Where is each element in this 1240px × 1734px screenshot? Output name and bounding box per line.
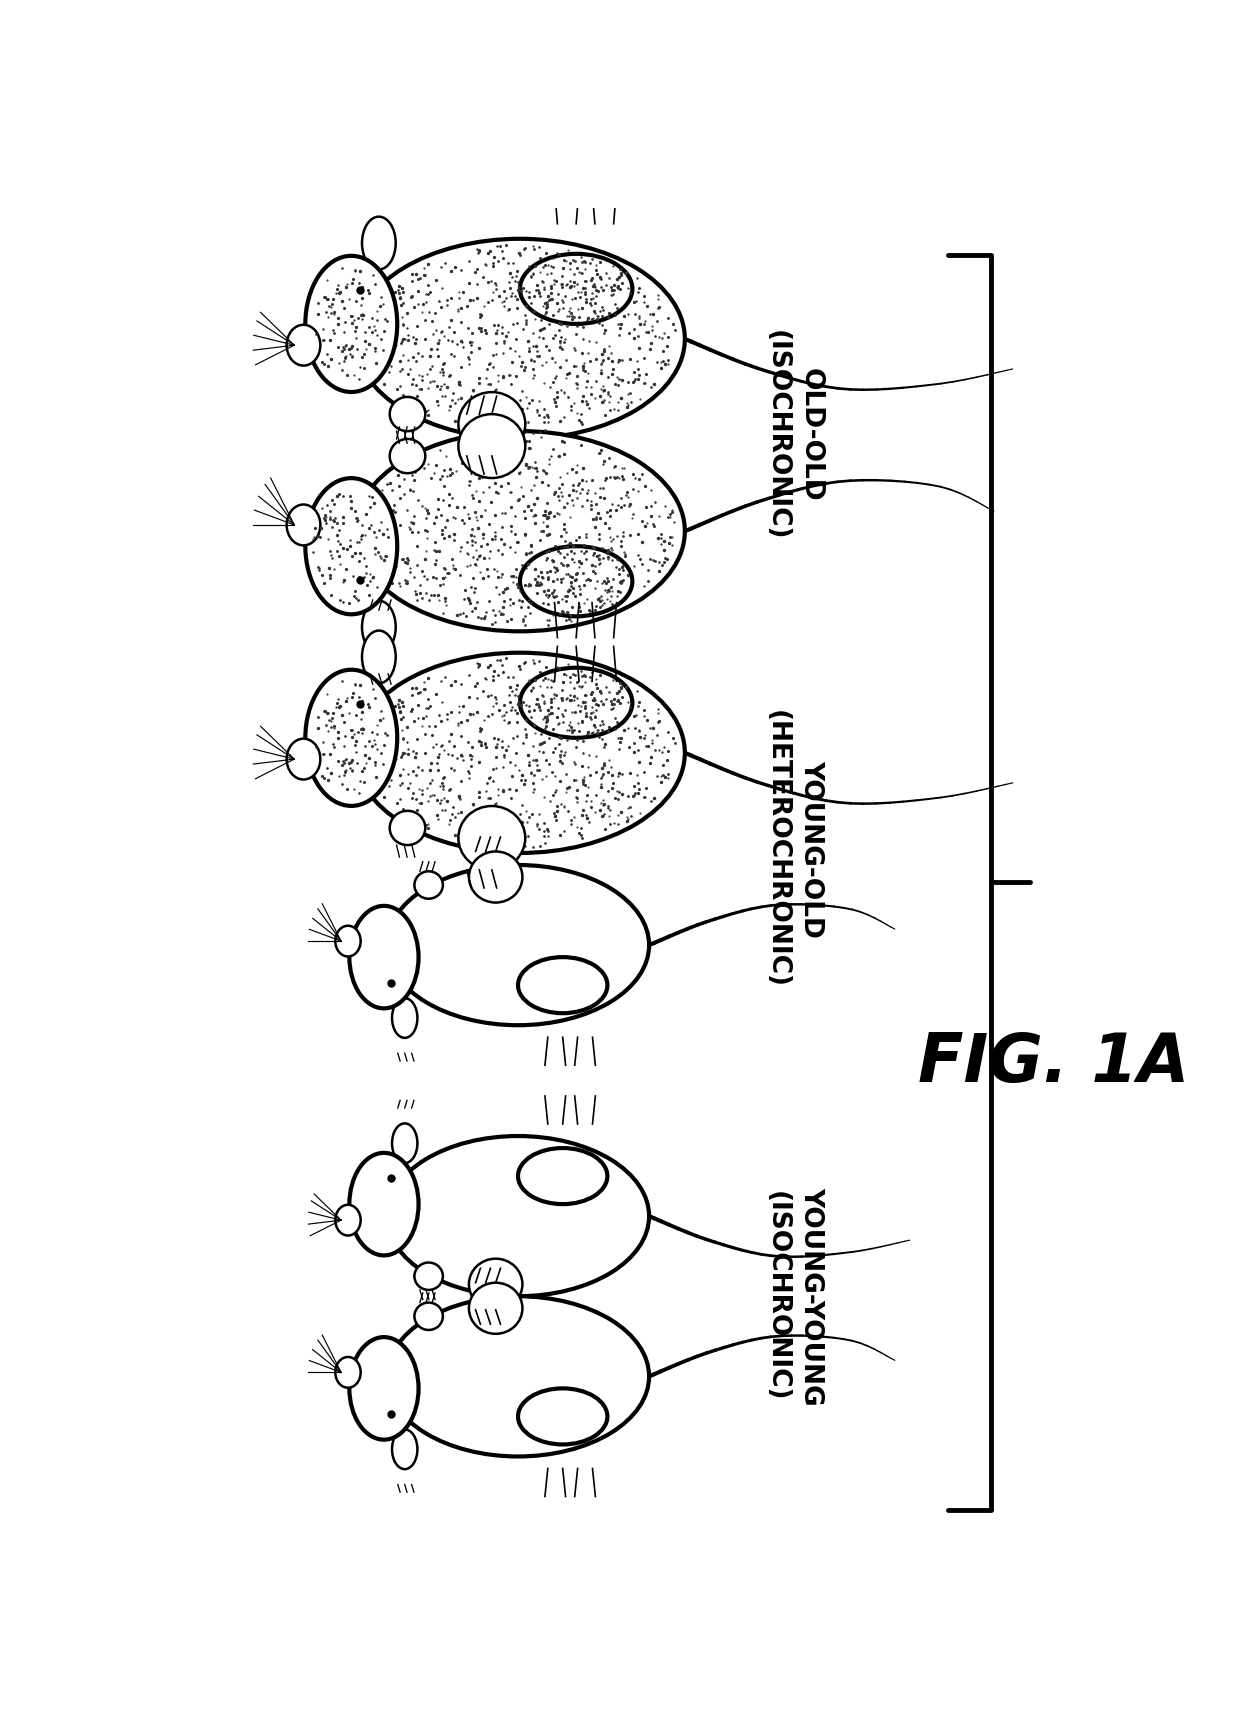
Ellipse shape xyxy=(414,870,443,898)
Ellipse shape xyxy=(387,865,649,1025)
Ellipse shape xyxy=(414,1302,443,1330)
Ellipse shape xyxy=(286,324,320,366)
Ellipse shape xyxy=(286,505,320,546)
Text: OLD-OLD
(ISOCHRONIC): OLD-OLD (ISOCHRONIC) xyxy=(764,329,825,541)
Ellipse shape xyxy=(392,1429,418,1469)
Ellipse shape xyxy=(362,600,396,654)
Text: FIG. 1A: FIG. 1A xyxy=(918,1030,1189,1096)
Ellipse shape xyxy=(389,397,425,432)
Ellipse shape xyxy=(335,1358,361,1387)
Ellipse shape xyxy=(392,1124,418,1164)
Ellipse shape xyxy=(355,239,684,439)
Ellipse shape xyxy=(469,851,522,903)
Ellipse shape xyxy=(286,739,320,780)
Ellipse shape xyxy=(387,1136,649,1297)
Ellipse shape xyxy=(335,926,361,957)
Ellipse shape xyxy=(518,1148,608,1203)
Ellipse shape xyxy=(469,1283,522,1333)
Ellipse shape xyxy=(355,432,684,631)
Ellipse shape xyxy=(459,414,526,479)
Ellipse shape xyxy=(520,668,632,737)
Ellipse shape xyxy=(350,1337,419,1439)
Ellipse shape xyxy=(350,1153,419,1255)
Ellipse shape xyxy=(518,1389,608,1444)
Ellipse shape xyxy=(355,652,684,853)
Ellipse shape xyxy=(392,999,418,1039)
Ellipse shape xyxy=(389,812,425,844)
Ellipse shape xyxy=(305,479,397,614)
Ellipse shape xyxy=(305,669,397,806)
Ellipse shape xyxy=(414,1262,443,1290)
Ellipse shape xyxy=(459,392,526,456)
Ellipse shape xyxy=(520,253,632,324)
Text: YOUNG-OLD
(HETEROCHRONIC): YOUNG-OLD (HETEROCHRONIC) xyxy=(764,709,825,988)
Ellipse shape xyxy=(350,905,419,1009)
Ellipse shape xyxy=(335,1205,361,1236)
Ellipse shape xyxy=(362,631,396,683)
Ellipse shape xyxy=(469,1259,522,1309)
Ellipse shape xyxy=(518,957,608,1013)
Text: YOUNG-YOUNG
(ISOCHRONIC): YOUNG-YOUNG (ISOCHRONIC) xyxy=(764,1186,825,1406)
Ellipse shape xyxy=(520,546,632,616)
Ellipse shape xyxy=(387,1297,649,1457)
Ellipse shape xyxy=(459,806,526,870)
Ellipse shape xyxy=(305,257,397,392)
Ellipse shape xyxy=(362,217,396,269)
Ellipse shape xyxy=(389,439,425,473)
